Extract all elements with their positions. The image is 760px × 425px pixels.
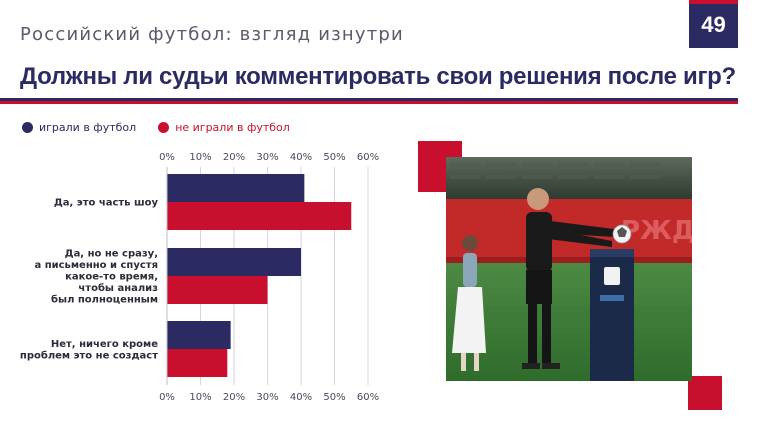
category-label: Нет, ничего кроме проблем это не создаст bbox=[20, 339, 158, 362]
page-number-accent bbox=[689, 0, 738, 4]
x-tick-label-bottom: 60% bbox=[357, 392, 379, 403]
page-number-badge: 49 bbox=[689, 0, 738, 48]
bar-not-played bbox=[167, 276, 268, 304]
x-tick-label-bottom: 50% bbox=[323, 392, 345, 403]
x-tick-label-top: 50% bbox=[323, 152, 345, 163]
bar-played bbox=[167, 321, 231, 349]
x-tick-label-bottom: 40% bbox=[290, 392, 312, 403]
bar-played bbox=[167, 174, 305, 202]
x-tick-label-top: 0% bbox=[159, 152, 175, 163]
svg-text:РЖД: РЖД bbox=[621, 216, 692, 246]
x-tick-label-top: 20% bbox=[223, 152, 245, 163]
x-tick-label-top: 60% bbox=[357, 152, 379, 163]
legend-dot-played bbox=[22, 122, 33, 133]
legend-item-not-played: не играли в футбол bbox=[158, 121, 290, 134]
x-tick-label-bottom: 30% bbox=[256, 392, 278, 403]
x-tick-label-top: 30% bbox=[256, 152, 278, 163]
legend-item-played: играли в футбол bbox=[22, 121, 136, 134]
legend-label-not-played: не играли в футбол bbox=[175, 121, 290, 134]
bar-played bbox=[167, 248, 301, 276]
page-number: 49 bbox=[701, 12, 726, 37]
referee-photo: РЖД bbox=[446, 157, 692, 381]
title-divider bbox=[0, 98, 738, 101]
bar-not-played bbox=[167, 202, 352, 230]
x-tick-label-bottom: 0% bbox=[159, 392, 175, 403]
decorative-red-square-bottom bbox=[688, 376, 722, 410]
legend-dot-not-played bbox=[158, 122, 170, 133]
section-title: Российский футбол: взгляд изнутри bbox=[20, 24, 404, 45]
x-tick-label-top: 40% bbox=[290, 152, 312, 163]
title-divider-accent bbox=[0, 101, 738, 104]
category-label: Да, но не сразу, а письменно и спустя како… bbox=[34, 249, 158, 306]
bar-not-played bbox=[167, 349, 228, 377]
legend-label-played: играли в футбол bbox=[39, 121, 137, 134]
x-tick-label-bottom: 10% bbox=[189, 392, 211, 403]
x-tick-label-top: 10% bbox=[189, 152, 211, 163]
chart-legend: играли в футбол не играли в футбол bbox=[22, 121, 312, 134]
bar-chart: 0% 0% 10% 10% 20% 20% 30% 30% 40% 40% 50% 50% 60% 60%… bbox=[20, 152, 379, 403]
category-label: Да, это часть шоу bbox=[54, 198, 159, 209]
page-title: Должны ли судьи комментировать свои реше… bbox=[20, 63, 736, 90]
x-tick-label-bottom: 20% bbox=[223, 392, 245, 403]
